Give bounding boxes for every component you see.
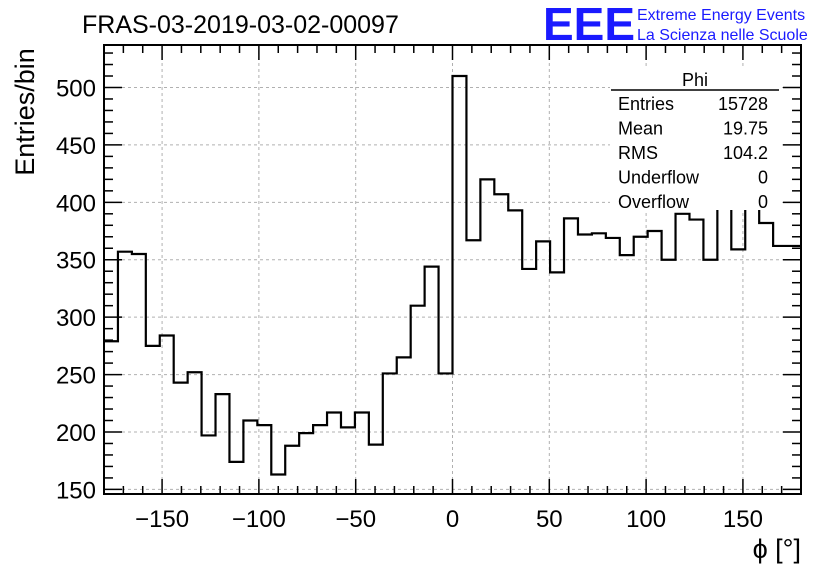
stats-box-background [610, 68, 780, 210]
histogram-bin-14 [299, 433, 313, 494]
logo-line-1: Extreme Energy Events [637, 7, 805, 24]
histogram-bin-4 [160, 336, 174, 494]
histogram-bin-37 [620, 255, 634, 494]
histogram-bin-28 [494, 194, 508, 494]
x-tick-label-6: 150 [723, 506, 763, 533]
histogram-bin-33 [564, 218, 578, 494]
histogram-bin-8 [216, 394, 230, 494]
histogram-bin-45 [731, 249, 745, 494]
chart-title: FRAS-03-2019-03-02-00097 [82, 11, 399, 39]
histogram-bin-47 [759, 223, 773, 494]
histogram-bin-41 [676, 214, 690, 494]
histogram-bin-26 [466, 240, 480, 494]
y-axis-title: Entries/bin [10, 48, 40, 176]
histogram-bin-36 [606, 238, 620, 494]
logo-line-2: La Scienza nelle Scuole [637, 27, 808, 44]
eee-logo: EEE Extreme Energy Events La Scienza nel… [543, 0, 808, 50]
histogram-bin-9 [229, 462, 243, 494]
histogram-bin-20 [383, 373, 397, 494]
histogram-bin-48 [773, 246, 787, 494]
histogram-bin-49 [787, 246, 801, 494]
histogram-bin-6 [188, 372, 202, 494]
histogram-bin-15 [313, 425, 327, 494]
y-tick-label-6: 450 [56, 133, 96, 160]
histogram-bin-11 [257, 425, 271, 494]
histogram-bin-17 [341, 427, 355, 494]
y-tick-label-7: 500 [56, 75, 96, 102]
histogram-bin-1 [118, 252, 132, 494]
histogram-bin-46 [745, 171, 759, 494]
stats-value-rms: 104.2 [723, 143, 768, 163]
stats-box: Phi Entries 15728 Mean 19.75 RMS 104.2 Underfl… [610, 68, 780, 212]
histogram-bin-39 [648, 231, 662, 494]
histogram-bin-21 [397, 357, 411, 494]
stats-label-rms: RMS [618, 143, 658, 163]
histogram-bin-10 [243, 421, 257, 494]
y-tick-label-1: 200 [56, 420, 96, 447]
stats-value-overflow: 0 [758, 192, 768, 212]
stats-label-overflow: Overflow [618, 192, 690, 212]
histogram-bin-5 [174, 383, 188, 494]
histogram-bin-13 [285, 446, 299, 494]
x-tick-label-5: 100 [626, 506, 666, 533]
tick-labels: −150 −100 −50 0 50 100 150 150 200 250 300 350 400 45… [56, 75, 763, 533]
histogram-bin-2 [132, 254, 146, 494]
histogram-bin-40 [662, 260, 676, 494]
histogram-bin-35 [592, 233, 606, 494]
logo-mark: EEE [543, 0, 635, 50]
histogram-bin-32 [550, 272, 564, 494]
histogram-bin-43 [703, 260, 717, 494]
histogram-bin-38 [634, 237, 648, 494]
histogram-bin-3 [146, 346, 160, 494]
stats-value-underflow: 0 [758, 168, 768, 188]
histogram-bin-31 [536, 241, 550, 494]
y-tick-label-0: 150 [56, 477, 96, 504]
stats-value-entries: 15728 [718, 94, 768, 114]
histogram-bin-19 [369, 445, 383, 494]
stats-label-underflow: Underflow [618, 168, 700, 188]
histogram-outline [104, 74, 801, 476]
x-tick-label-3: 0 [446, 506, 459, 533]
histogram-bin-7 [202, 435, 216, 494]
stats-rows: Entries 15728 Mean 19.75 RMS 104.2 Underflow 0 O… [618, 94, 768, 212]
histogram-bin-25 [453, 76, 467, 494]
histogram-bin-42 [689, 220, 703, 494]
histogram-bin-22 [411, 306, 425, 494]
x-tick-label-4: 50 [536, 506, 563, 533]
stats-label-mean: Mean [618, 119, 663, 139]
histogram-bin-16 [327, 412, 341, 494]
stats-name: Phi [682, 70, 708, 90]
x-tick-label-2: −50 [335, 506, 376, 533]
histogram-bin-44 [717, 200, 731, 494]
histogram-bin-23 [425, 267, 439, 494]
y-tick-label-4: 350 [56, 248, 96, 275]
histogram-bin-12 [271, 474, 285, 494]
histogram-bin-30 [522, 269, 536, 494]
stats-label-entries: Entries [618, 94, 674, 114]
x-tick-label-1: −100 [232, 506, 286, 533]
histogram-bin-0 [104, 341, 118, 494]
histogram-bin-24 [439, 373, 453, 494]
y-tick-label-2: 250 [56, 363, 96, 390]
histogram-bin-34 [578, 234, 592, 494]
y-tick-label-5: 400 [56, 190, 96, 217]
x-axis-title: ϕ [°] [753, 534, 801, 564]
histogram-bin-18 [355, 412, 369, 494]
y-tick-label-3: 300 [56, 305, 96, 332]
stats-value-mean: 19.75 [723, 119, 768, 139]
plot-frame [103, 44, 802, 495]
x-tick-label-0: −150 [135, 506, 189, 533]
histogram-bin-27 [480, 179, 494, 494]
histogram-bin-29 [508, 210, 522, 494]
